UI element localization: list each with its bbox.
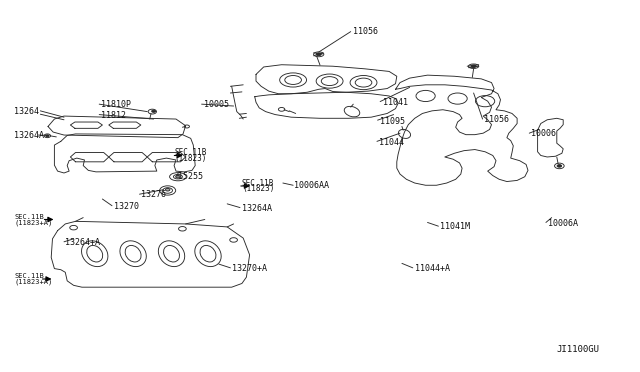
Text: SEC.11B: SEC.11B	[14, 214, 44, 219]
Ellipse shape	[46, 135, 49, 137]
Text: (11823): (11823)	[242, 185, 275, 193]
Text: 10006A: 10006A	[548, 219, 578, 228]
Text: 11056: 11056	[484, 115, 509, 124]
Text: 11056: 11056	[353, 27, 378, 36]
Text: (11823+A): (11823+A)	[14, 219, 52, 226]
Text: 15255: 15255	[178, 172, 203, 181]
Text: SEC.11B: SEC.11B	[242, 179, 275, 187]
Text: 11812: 11812	[101, 111, 126, 120]
Text: 13264: 13264	[14, 107, 39, 116]
Text: SEC.11B: SEC.11B	[14, 273, 44, 279]
Text: 13270+A: 13270+A	[232, 264, 267, 273]
Ellipse shape	[165, 188, 170, 191]
Text: 13264A: 13264A	[14, 131, 44, 140]
Text: 11044: 11044	[379, 138, 404, 147]
Ellipse shape	[471, 65, 476, 68]
Text: 11044+A: 11044+A	[415, 264, 450, 273]
Text: (11823+A): (11823+A)	[14, 279, 52, 285]
Text: 10005: 10005	[204, 100, 228, 109]
Text: 11041: 11041	[383, 98, 408, 107]
Text: 13264A: 13264A	[242, 204, 272, 213]
Ellipse shape	[152, 110, 156, 112]
Text: 13270: 13270	[114, 202, 139, 211]
Text: 13276: 13276	[141, 190, 166, 199]
Ellipse shape	[316, 53, 321, 55]
Ellipse shape	[175, 175, 180, 178]
Text: 11810P: 11810P	[101, 100, 131, 109]
Text: 13264+A: 13264+A	[65, 238, 100, 247]
Text: 11095: 11095	[380, 117, 404, 126]
Text: JI1100GU: JI1100GU	[557, 345, 600, 354]
Ellipse shape	[557, 164, 562, 167]
Text: 10006AA: 10006AA	[294, 182, 330, 190]
Text: 11041M: 11041M	[440, 222, 470, 231]
Text: (11823): (11823)	[174, 154, 207, 163]
Text: SEC.11B: SEC.11B	[174, 148, 207, 157]
Text: 10006: 10006	[531, 129, 556, 138]
